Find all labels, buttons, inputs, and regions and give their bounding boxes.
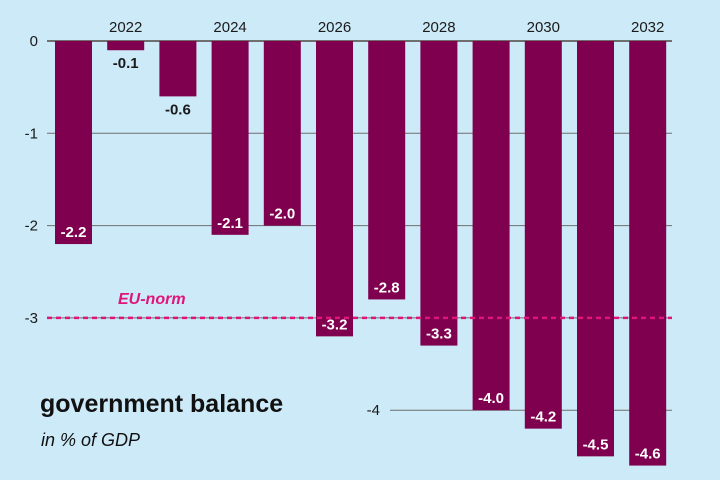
bar-value-label: -4.0 bbox=[478, 390, 504, 407]
bar bbox=[420, 41, 458, 346]
y-tick-label: -2 bbox=[25, 218, 38, 235]
x-tick-label: 2032 bbox=[631, 19, 664, 36]
y-tick-label: 0 bbox=[30, 33, 38, 50]
x-tick-label: 2030 bbox=[527, 19, 560, 36]
bar bbox=[368, 41, 406, 300]
bar-value-label: -3.2 bbox=[322, 316, 348, 333]
bar-value-label: -4.6 bbox=[635, 446, 661, 463]
y-tick-label: -3 bbox=[25, 310, 38, 327]
chart-subtitle: in % of GDP bbox=[41, 430, 141, 450]
bar-value-label: -0.6 bbox=[165, 101, 191, 118]
eu-norm-label: EU-norm bbox=[118, 291, 186, 308]
bar bbox=[55, 41, 92, 245]
x-tick-label: 2024 bbox=[213, 19, 246, 36]
bar bbox=[316, 41, 353, 337]
bar-value-label: -0.1 bbox=[113, 55, 139, 72]
bar-value-label: -2.2 bbox=[61, 224, 87, 241]
y-tick-label: -4 bbox=[367, 402, 380, 419]
bar bbox=[107, 41, 145, 51]
chart-title: government balance bbox=[40, 390, 284, 418]
bar bbox=[211, 41, 249, 235]
y-tick-label: -1 bbox=[25, 125, 38, 142]
bar-value-label: -2.8 bbox=[374, 279, 400, 296]
bar-value-label: -4.5 bbox=[583, 436, 609, 453]
bar-value-label: -3.3 bbox=[426, 326, 452, 343]
bar bbox=[159, 41, 197, 97]
bar bbox=[629, 41, 667, 466]
x-tick-label: 2026 bbox=[318, 19, 351, 36]
bar bbox=[577, 41, 614, 457]
bar-value-label: -2.0 bbox=[269, 206, 295, 223]
bar bbox=[263, 41, 301, 226]
x-tick-label: 2028 bbox=[422, 19, 455, 36]
bar-value-label: -4.2 bbox=[530, 409, 556, 426]
bar bbox=[524, 41, 562, 429]
bar-value-label: -2.1 bbox=[217, 215, 243, 232]
x-tick-label: 2022 bbox=[109, 19, 142, 36]
bar bbox=[472, 41, 510, 411]
